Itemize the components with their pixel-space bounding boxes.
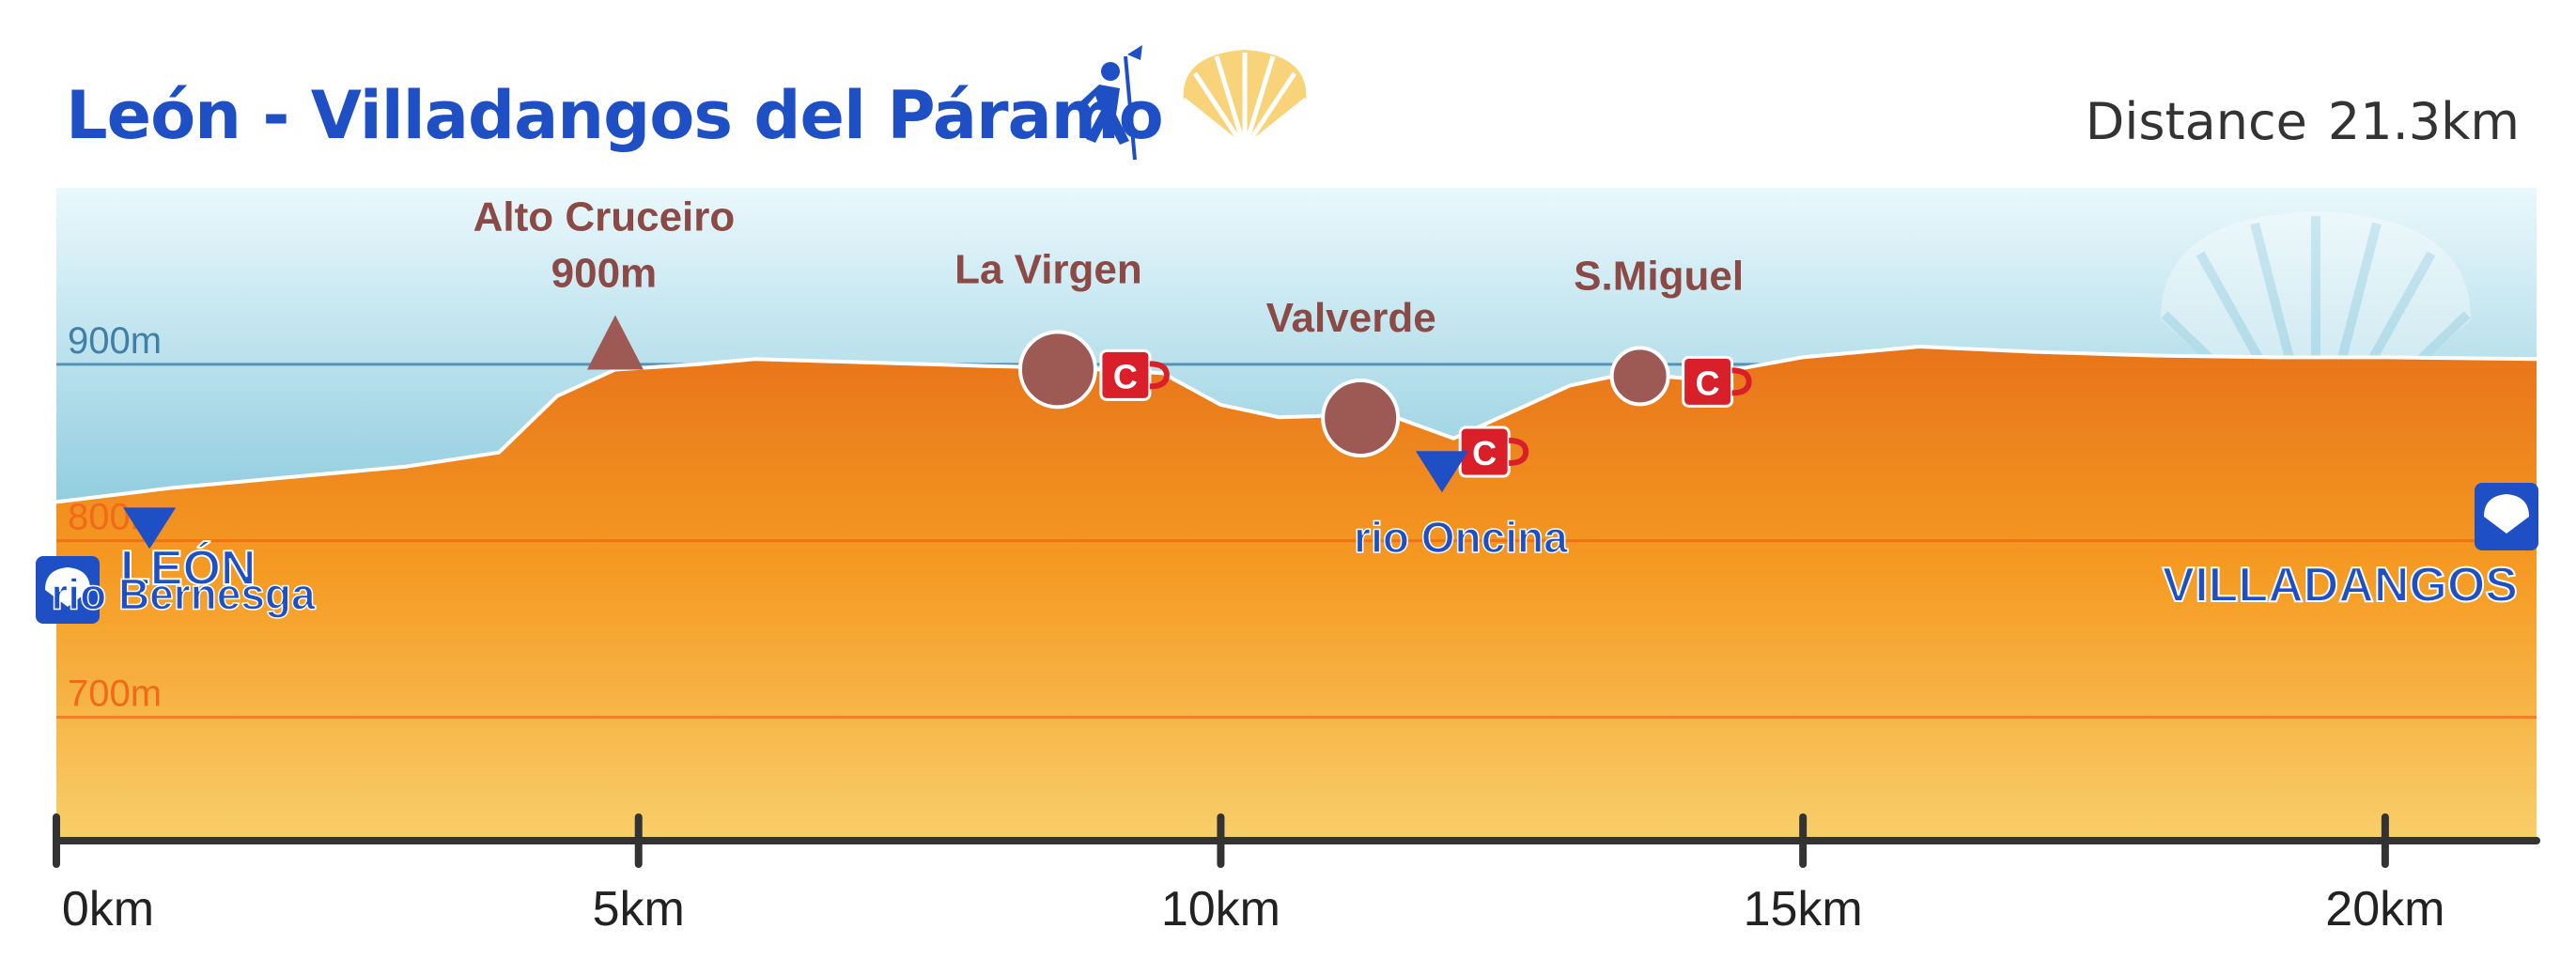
title-icons: [1077, 45, 1308, 160]
village-name: S.Miguel: [1574, 253, 1744, 299]
distance-readout: Distance 21.3km: [2086, 92, 2520, 151]
cafe-label: C: [1696, 364, 1720, 402]
x-tick-label-10: 10km: [1161, 882, 1280, 936]
place-label-end: VILLADANGOS: [2163, 558, 2518, 612]
x-tick-label-15: 15km: [1744, 882, 1863, 936]
page-title: León - Villadangos del Páramo: [66, 77, 1164, 154]
scallop-shell-icon: [1182, 50, 1308, 150]
shell-icon-end: [2475, 483, 2538, 550]
cafe-label: C: [1472, 434, 1497, 472]
river-name: rio Oncina: [1354, 513, 1568, 562]
river-marker: [123, 507, 177, 549]
village-name: Valverde: [1266, 295, 1436, 341]
summit-name: Alto Cruceiro: [473, 193, 736, 240]
cafe-icon: C: [1099, 348, 1170, 401]
river-marker: [1415, 451, 1468, 493]
village-name: La Virgen: [954, 246, 1142, 292]
reference-label-900: 900m: [68, 320, 162, 362]
x-tick-label-5: 5km: [593, 882, 685, 936]
place-label-start: LEÓN: [120, 541, 256, 596]
cafe-icon: C: [1682, 355, 1752, 408]
route-title: León - Villadangos del Páramo: [66, 77, 1164, 154]
village-marker: [1609, 346, 1670, 407]
cafe-label: C: [1113, 357, 1138, 395]
elevation-line: [55, 345, 2537, 504]
distance-value: 21.3km: [2327, 92, 2520, 151]
summit-marker: [586, 315, 644, 370]
village-marker: [1321, 379, 1401, 458]
river-name: rio Bernesga: [51, 569, 316, 618]
reference-label-700: 700m: [68, 673, 162, 715]
x-tick-label-20: 20km: [2325, 882, 2444, 936]
summit-elevation: 900m: [551, 250, 658, 296]
shell-icon-start: [36, 556, 100, 624]
hiker-icon: [1077, 45, 1142, 160]
x-tick-label-0: 0km: [62, 882, 154, 936]
distance-label: Distance: [2085, 92, 2307, 151]
village-marker: [1017, 330, 1097, 410]
